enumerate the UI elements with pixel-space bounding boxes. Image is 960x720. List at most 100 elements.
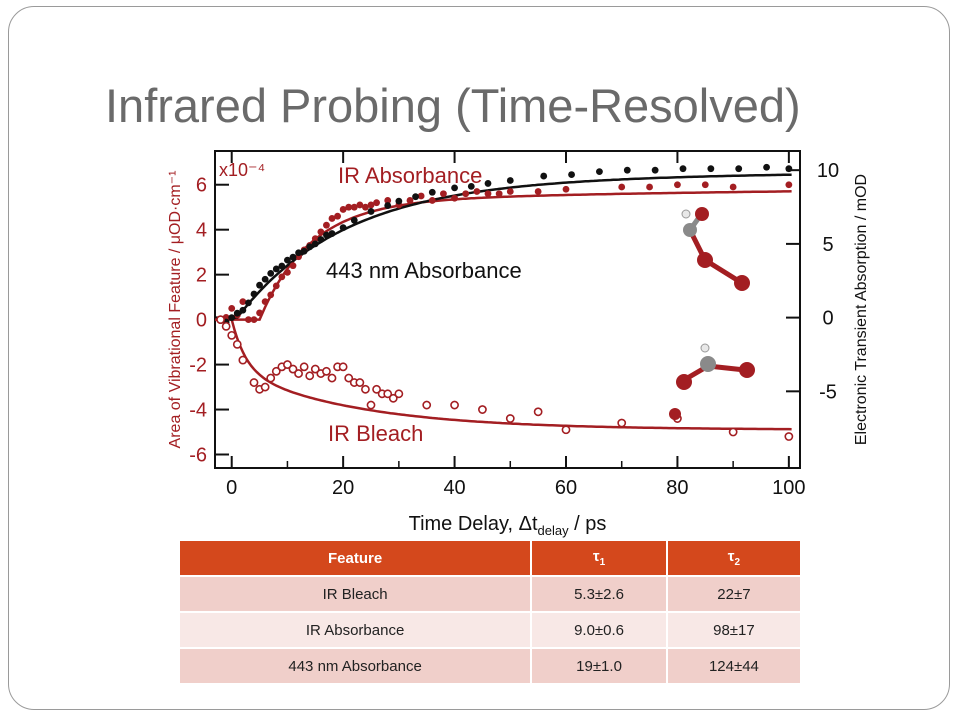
data-point xyxy=(228,304,236,312)
data-point xyxy=(299,362,309,372)
data-point xyxy=(596,168,603,176)
data-point xyxy=(221,321,231,331)
data-point xyxy=(322,366,331,376)
x-tick-label: 0 xyxy=(226,477,237,499)
header-tau1: τ1 xyxy=(531,541,668,576)
annotation-ir-bleach: IR Bleach xyxy=(328,421,423,446)
data-point xyxy=(440,190,447,198)
data-point xyxy=(288,364,298,374)
data-point xyxy=(367,201,375,209)
data-point xyxy=(617,418,627,428)
data-point xyxy=(239,306,247,314)
data-point xyxy=(412,193,419,201)
data-point xyxy=(395,197,403,205)
data-point xyxy=(651,166,659,174)
data-point xyxy=(533,407,543,417)
data-point xyxy=(245,299,252,307)
data-point xyxy=(735,165,743,173)
data-point xyxy=(328,230,336,237)
data-point xyxy=(355,378,365,387)
data-point xyxy=(450,400,459,410)
hydrogen-atom xyxy=(700,343,710,353)
cell-tau1: 9.0±0.6 xyxy=(531,611,668,648)
data-point xyxy=(784,432,794,441)
y-left-tick-label: -6 xyxy=(189,445,207,467)
data-point xyxy=(283,360,292,369)
data-point xyxy=(562,185,570,193)
y-left-tick-label: 4 xyxy=(196,220,207,242)
data-point xyxy=(250,316,258,324)
data-point xyxy=(328,215,336,222)
cell-feature: IR Bleach xyxy=(180,575,533,612)
multiplier-label: x10⁻⁴ xyxy=(219,160,265,180)
data-point xyxy=(323,221,330,229)
data-point xyxy=(311,235,319,243)
data-point xyxy=(417,192,425,200)
header-feature: Feature xyxy=(180,541,533,576)
data-point xyxy=(306,243,314,251)
data-point xyxy=(384,197,392,204)
data-point xyxy=(345,203,353,211)
fit-ir-bleach xyxy=(215,318,792,431)
annotation-443nm: 443 nm Absorbance xyxy=(326,258,522,283)
oxygen-atom xyxy=(669,408,681,420)
y-left-tick-label: 0 xyxy=(196,310,207,332)
y-right-tick-label: 5 xyxy=(822,234,833,256)
data-point xyxy=(267,291,275,299)
cell-tau2: 124±44 xyxy=(666,647,800,683)
oxygen-atom xyxy=(676,374,692,390)
data-point xyxy=(462,190,470,198)
data-point xyxy=(245,316,252,324)
data-point xyxy=(327,373,337,383)
data-point xyxy=(623,166,631,174)
data-point xyxy=(344,373,354,383)
data-point xyxy=(428,188,436,196)
cell-feature: 443 nm Absorbance xyxy=(180,647,533,683)
data-point xyxy=(763,163,770,171)
data-point xyxy=(505,414,515,423)
data-point xyxy=(278,262,286,270)
data-point xyxy=(249,378,259,387)
data-point xyxy=(267,269,275,277)
data-point xyxy=(372,384,381,394)
data-point xyxy=(674,181,681,189)
data-point xyxy=(484,190,492,198)
data-point xyxy=(294,369,303,378)
data-point xyxy=(261,298,269,306)
data-point xyxy=(366,400,376,410)
y-left-tick-label: -2 xyxy=(189,355,207,377)
data-point xyxy=(729,183,737,191)
data-point xyxy=(284,256,291,264)
data-point xyxy=(350,203,358,211)
data-point xyxy=(451,184,458,192)
data-point xyxy=(384,202,392,209)
y-right-tick-label: 0 xyxy=(822,308,833,330)
data-point xyxy=(506,177,514,184)
data-point xyxy=(361,384,370,394)
data-point xyxy=(278,273,286,281)
data-point xyxy=(422,400,432,410)
data-point xyxy=(256,281,263,289)
data-point xyxy=(394,389,404,399)
data-point xyxy=(305,371,315,381)
slide-title: Infrared Probing (Time-Resolved) xyxy=(105,79,801,132)
data-point xyxy=(495,190,503,198)
molecule-illustration-bottom xyxy=(669,343,755,420)
data-point xyxy=(785,181,793,189)
data-point xyxy=(406,197,414,204)
data-point xyxy=(271,366,281,376)
data-point xyxy=(478,405,487,414)
data-point xyxy=(679,165,687,173)
y-right-axis-label: Electronic Transient Absorption / mOD xyxy=(853,174,870,445)
x-tick-label: 80 xyxy=(666,477,688,499)
data-point xyxy=(707,165,715,173)
annotation-ir-absorbance: IR Absorbance xyxy=(338,163,482,188)
data-point xyxy=(272,265,280,273)
y-left-tick-label: -4 xyxy=(189,400,207,422)
carbon-atom xyxy=(700,356,716,372)
table-row: IR Absorbance 9.0±0.6 98±17 xyxy=(180,611,800,648)
data-point xyxy=(289,262,297,270)
time-constant-table: Feature τ1 τ2 IR Bleach 5.3±2.6 22±7 IR … xyxy=(180,541,800,683)
data-point xyxy=(618,183,626,191)
y-left-tick-label: 2 xyxy=(196,265,207,287)
